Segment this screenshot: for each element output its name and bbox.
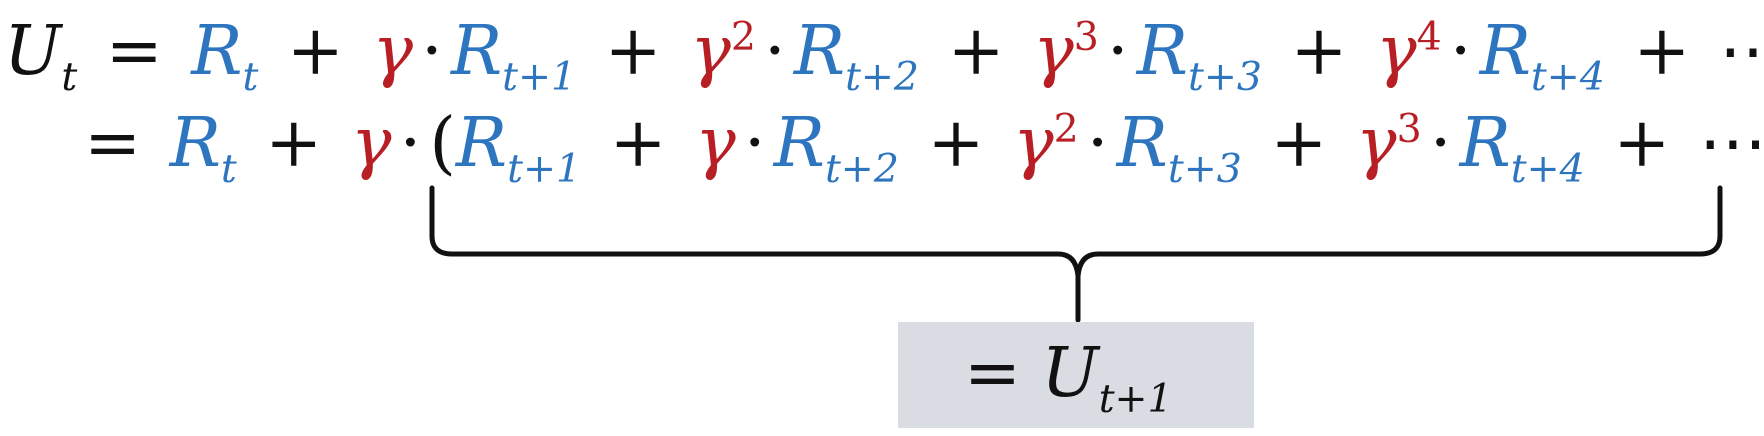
next-return-subscript: t+1 (1098, 375, 1173, 422)
next-return-symbol: U (1041, 334, 1099, 413)
reward-subscript: t+2 (824, 145, 899, 192)
discount-factor: γ (695, 104, 736, 183)
discount-exponent: 2 (730, 13, 756, 60)
reward-subscript: t+1 (507, 145, 582, 192)
discount-factor: γ (1013, 104, 1054, 183)
multiply-dot: · (743, 104, 766, 183)
result-label: = Ut+1 (964, 340, 1173, 419)
reward-subscript: t+4 (1530, 53, 1605, 100)
reward-term: R (169, 104, 221, 183)
reward-term: R (1459, 104, 1511, 183)
plus-sign: + (947, 12, 1005, 91)
plus-sign: + (604, 12, 662, 91)
plus-sign: + (1270, 104, 1328, 183)
reward-term: R (1116, 104, 1168, 183)
underbrace-path (429, 185, 1723, 323)
open-parenthesis: ( (429, 104, 456, 183)
equals-sign: = (84, 104, 142, 183)
reward-term: R (773, 104, 825, 183)
result-box (898, 322, 1254, 428)
multiply-dot: · (399, 104, 422, 183)
reward-term: R (793, 12, 846, 91)
multiply-dot: · (1429, 104, 1452, 183)
discount-exponent: 2 (1053, 105, 1079, 152)
reward-subscript: t (242, 53, 259, 100)
multiply-dot: · (1449, 12, 1472, 91)
reward-term: R (450, 12, 503, 91)
plus-sign: + (927, 104, 985, 183)
reward-subscript: t+4 (1510, 145, 1585, 192)
multiply-dot: · (421, 12, 443, 91)
reward-term: R (1479, 12, 1531, 91)
discount-factor: γ (690, 12, 731, 91)
discount-exponent: 4 (1416, 13, 1442, 60)
equals-sign: = (964, 334, 1021, 413)
return-symbol: U (4, 12, 62, 91)
reward-subscript: t+3 (1187, 53, 1262, 100)
ellipsis: ⋯ (1698, 104, 1764, 183)
plus-sign: + (1633, 12, 1691, 91)
discount-exponent: 3 (1073, 13, 1099, 60)
reward-term: R (191, 12, 243, 91)
plus-sign: + (1613, 104, 1671, 183)
reward-subscript: t+3 (1167, 145, 1242, 192)
plus-sign: + (609, 104, 667, 183)
reward-term: R (1136, 12, 1188, 91)
multiply-dot: · (1107, 12, 1129, 91)
reward-term: R (455, 104, 508, 183)
reward-subscript: t (220, 145, 237, 192)
equation-line-2: =Rt+γ·(Rt+1+γ·Rt+2+γ2·Rt+3+γ3·Rt+4+⋯) (76, 109, 1764, 189)
plus-sign: + (1290, 12, 1348, 91)
multiply-dot: · (1086, 104, 1109, 183)
discount-factor: γ (372, 12, 413, 91)
reward-subscript: t+2 (845, 53, 920, 100)
reward-subscript: t+1 (502, 53, 577, 100)
discount-factor: γ (1033, 12, 1074, 91)
plus-sign: + (286, 12, 344, 91)
plus-sign: + (265, 104, 323, 183)
discount-factor: γ (1376, 12, 1417, 91)
equals-sign: = (105, 12, 163, 91)
return-subscript: t (61, 53, 78, 100)
multiply-dot: · (764, 12, 786, 91)
discount-factor: γ (350, 104, 392, 183)
discount-factor: γ (1355, 104, 1397, 183)
ellipsis: ⋯ (1718, 12, 1764, 91)
equation-line-1: Ut = Rt + γ · Rt+1 + γ2 · Rt+2 + γ3 · Rt+3 + γ4 · Rt+4 + ⋯ (4, 17, 1764, 97)
discount-exponent: 3 (1396, 105, 1422, 152)
